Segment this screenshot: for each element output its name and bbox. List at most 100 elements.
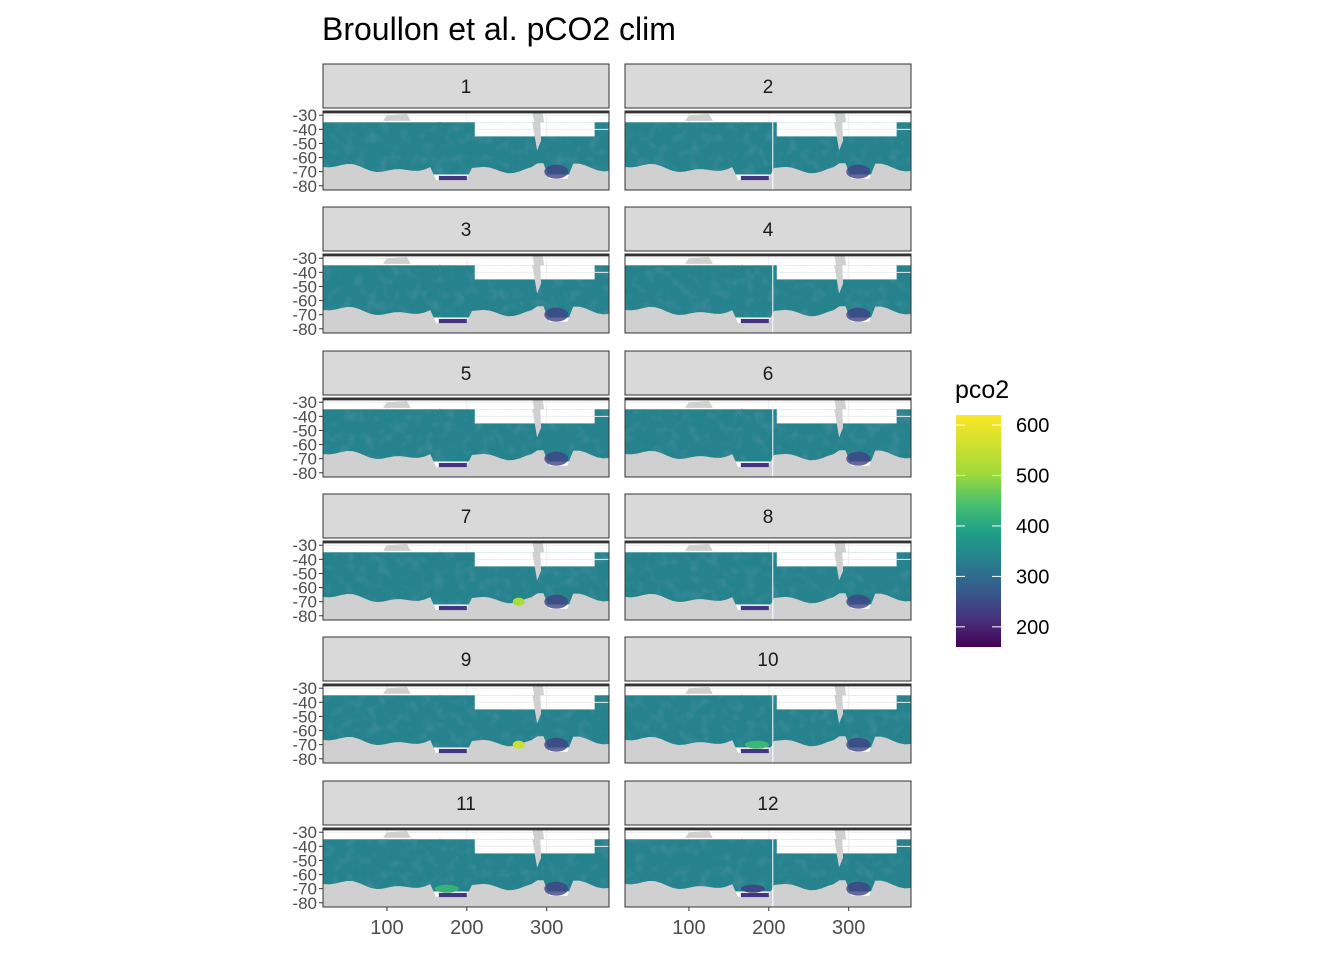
weddell-sea-cells bbox=[544, 737, 569, 752]
panel-border bbox=[624, 683, 912, 764]
y-tick-label: -40 bbox=[292, 550, 317, 569]
land-australia bbox=[684, 113, 713, 121]
y-tick-label: -40 bbox=[292, 263, 317, 282]
y-tick-label: -80 bbox=[292, 320, 317, 339]
facet-strip bbox=[624, 63, 912, 109]
facet-panel-5: 5 -30-40-50-60-70-80 bbox=[292, 350, 610, 483]
hotspot-cell bbox=[740, 884, 765, 893]
weddell-sea-cells bbox=[544, 451, 569, 466]
y-tick-label: -50 bbox=[292, 851, 317, 870]
land-patagonia bbox=[532, 695, 542, 724]
land-patagonia bbox=[532, 122, 542, 151]
facet-strip-label: 4 bbox=[763, 220, 774, 241]
panel-border bbox=[322, 827, 610, 908]
facet-strip-label: 11 bbox=[456, 794, 476, 815]
facet-panel-6: 6 bbox=[624, 350, 912, 478]
land-antarctica bbox=[625, 450, 911, 477]
y-tick-label: -70 bbox=[292, 593, 317, 612]
ross-sea-cells bbox=[740, 175, 769, 181]
y-tick-label: -80 bbox=[292, 894, 317, 913]
facet-panels: 1-30-40-50-60-70-8023-30-40-50-60-70-804… bbox=[292, 63, 912, 939]
facet-strip-label: 9 bbox=[461, 650, 472, 671]
weddell-sea-cells bbox=[544, 307, 569, 322]
facet-panel-11: 11 -30-40-50-60-70-80 100 200 300 bbox=[292, 780, 610, 939]
y-tick-label: -40 bbox=[292, 120, 317, 139]
facet-panel-2: 2 bbox=[624, 63, 912, 191]
land-australia bbox=[684, 686, 713, 694]
facet-panel-4: 4 bbox=[624, 206, 912, 334]
hotspot-cell bbox=[512, 597, 525, 606]
panel-border bbox=[624, 540, 912, 621]
x-tick-label: 300 bbox=[832, 917, 865, 939]
land-antarctica bbox=[625, 736, 911, 763]
land-patagonia bbox=[532, 552, 542, 581]
ross-sea-cells bbox=[740, 462, 769, 468]
y-tick-label: -60 bbox=[292, 722, 317, 741]
y-tick-label: -80 bbox=[292, 750, 317, 769]
y-tick-label: -30 bbox=[292, 679, 317, 698]
weddell-sea-cells bbox=[544, 594, 569, 609]
y-tick-label: -30 bbox=[292, 393, 317, 412]
land-antarctica bbox=[323, 450, 609, 477]
hotspot-cell bbox=[512, 740, 525, 749]
y-tick-label: -70 bbox=[292, 736, 317, 755]
legend: pco2 600 500 400 300 200 bbox=[955, 376, 1049, 647]
land-patagonia bbox=[834, 695, 844, 724]
facet-strip bbox=[624, 350, 912, 396]
y-tick-label: -30 bbox=[292, 249, 317, 268]
facet-strip bbox=[624, 206, 912, 252]
x-tick-label: 200 bbox=[752, 917, 785, 939]
facet-strip-label: 7 bbox=[461, 507, 472, 528]
chart-title: Broullon et al. pCO2 clim bbox=[322, 11, 676, 47]
panel-border bbox=[624, 253, 912, 334]
facet-strip bbox=[322, 780, 610, 826]
y-tick-label: -50 bbox=[292, 277, 317, 296]
facet-panel-1: 1 -30-40-50-60-70-80 bbox=[292, 63, 610, 196]
land-australia bbox=[382, 113, 411, 121]
legend-tick-label: 600 bbox=[1016, 415, 1049, 437]
facet-strip-label: 12 bbox=[757, 794, 778, 815]
panel-border bbox=[322, 540, 610, 621]
land-patagonia bbox=[834, 122, 844, 151]
land-antarctica bbox=[323, 593, 609, 620]
legend-title: pco2 bbox=[955, 376, 1009, 404]
weddell-sea-cells bbox=[846, 594, 871, 609]
y-tick-label: -60 bbox=[292, 866, 317, 885]
land-antarctica bbox=[625, 306, 911, 333]
facet-strip bbox=[322, 493, 610, 539]
land-australia bbox=[382, 686, 411, 694]
land-australia bbox=[684, 543, 713, 551]
y-tick-label: -50 bbox=[292, 421, 317, 440]
panel-border bbox=[624, 110, 912, 191]
facet-panel-7: 7 -30-40-50-60-70-80 bbox=[292, 493, 610, 626]
panel-border bbox=[322, 683, 610, 764]
y-tick-label: -50 bbox=[292, 707, 317, 726]
land-antarctica bbox=[625, 163, 911, 190]
facet-strip bbox=[322, 350, 610, 396]
land-australia bbox=[382, 543, 411, 551]
weddell-sea-cells bbox=[846, 164, 871, 179]
weddell-sea-cells bbox=[544, 164, 569, 179]
y-tick-label: -80 bbox=[292, 464, 317, 483]
facet-strip bbox=[624, 493, 912, 539]
land-australia bbox=[382, 830, 411, 838]
y-tick-label: -80 bbox=[292, 177, 317, 196]
land-patagonia bbox=[834, 839, 844, 868]
land-antarctica bbox=[323, 736, 609, 763]
weddell-sea-cells bbox=[846, 307, 871, 322]
legend-tick-label: 300 bbox=[1016, 566, 1049, 588]
land-antarctica bbox=[323, 306, 609, 333]
y-tick-label: -30 bbox=[292, 823, 317, 842]
land-patagonia bbox=[834, 265, 844, 294]
pco2-field bbox=[625, 552, 911, 605]
x-tick-label: 200 bbox=[450, 917, 483, 939]
hotspot-cell bbox=[434, 884, 459, 893]
facet-panel-8: 8 bbox=[624, 493, 912, 621]
land-patagonia bbox=[834, 552, 844, 581]
facet-strip-label: 10 bbox=[757, 650, 778, 671]
y-tick-label: -70 bbox=[292, 880, 317, 899]
facet-strip bbox=[322, 63, 610, 109]
ross-sea-cells bbox=[438, 175, 467, 181]
colorbar bbox=[956, 415, 1001, 647]
facet-strip-label: 3 bbox=[461, 220, 472, 241]
